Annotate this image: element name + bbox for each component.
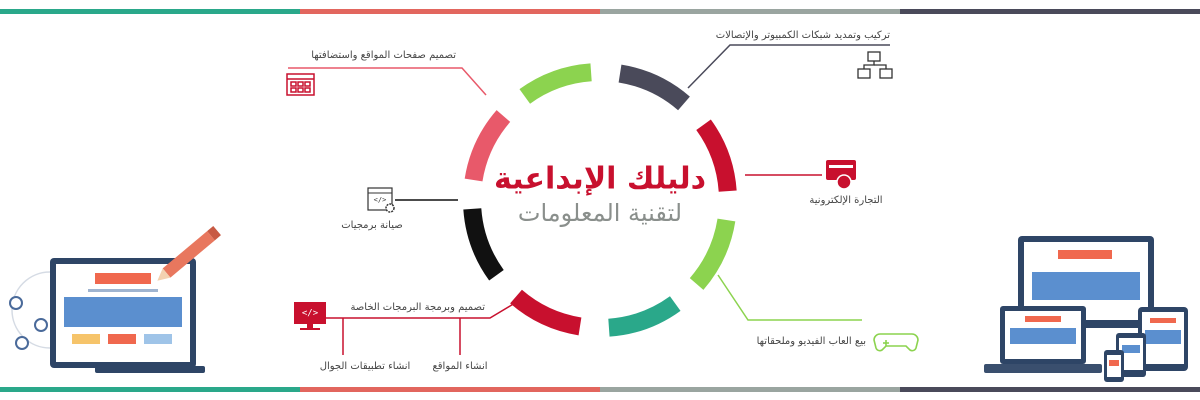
shape — [1122, 345, 1140, 353]
shape — [0, 9, 300, 14]
shape — [900, 9, 1200, 14]
left-illustration — [9, 225, 221, 373]
service-label: تصميم وبرمجة البرمجات الخاصة — [350, 302, 485, 313]
shape — [88, 289, 158, 292]
shape — [307, 324, 313, 328]
ring-segment — [618, 64, 690, 111]
shape — [207, 225, 221, 241]
ecommerce-icon — [826, 160, 856, 190]
shape — [874, 64, 887, 69]
network-icon — [857, 51, 893, 79]
shape — [863, 61, 875, 69]
service-label: تصميم صفحات المواقع واستضافتها — [311, 50, 456, 61]
shape — [1145, 330, 1181, 344]
shape — [1025, 316, 1061, 322]
service-label: بيع العاب الفيديو وملحقاتها — [757, 336, 866, 347]
shape — [1058, 250, 1112, 259]
shape — [385, 203, 395, 213]
shape — [95, 366, 205, 373]
gamepad-icon — [873, 333, 919, 352]
shape — [297, 81, 304, 87]
connectors — [288, 44, 890, 355]
shape — [72, 334, 100, 344]
shape — [286, 73, 315, 96]
ring-segment — [464, 110, 511, 182]
shape — [64, 297, 182, 327]
shape — [304, 81, 311, 87]
shape — [15, 336, 29, 350]
shape — [288, 67, 487, 96]
sub-label: انشاء المواقع — [432, 361, 487, 372]
shape — [304, 87, 311, 93]
shape — [0, 387, 300, 392]
maintenance-icon: </> — [367, 187, 395, 213]
shape — [162, 231, 215, 278]
ring-segment — [608, 296, 681, 337]
shape — [157, 225, 221, 281]
right-illustration — [984, 236, 1188, 382]
shape — [294, 302, 326, 324]
subtitle: لتقنية المعلومات — [518, 199, 682, 227]
shape — [836, 174, 852, 190]
shape — [873, 333, 919, 352]
shape — [1150, 318, 1176, 323]
shape — [144, 334, 172, 344]
shape — [600, 387, 900, 392]
shape — [687, 44, 890, 89]
sub-label: انشاء تطبيقات الجوال — [320, 361, 411, 372]
icon-text: </> — [374, 196, 387, 204]
shape — [157, 268, 171, 281]
shape — [108, 334, 136, 344]
shape — [984, 364, 1102, 373]
shape — [300, 387, 600, 392]
ring-segment — [519, 63, 592, 104]
shape — [900, 387, 1200, 392]
shape — [829, 165, 853, 168]
shape — [879, 68, 893, 79]
ring-segment — [463, 208, 504, 281]
service-label: التجارة الإلكترونية — [809, 195, 882, 206]
shape — [857, 68, 871, 79]
shape — [300, 328, 320, 330]
shape — [290, 81, 297, 87]
shape — [1010, 328, 1076, 344]
shape — [95, 273, 151, 284]
ring-segment — [696, 119, 737, 192]
shape — [9, 296, 23, 310]
shape — [1109, 360, 1119, 366]
ring-segment — [510, 289, 582, 336]
shape — [297, 87, 304, 93]
ring-segment — [689, 218, 736, 290]
web-icon — [286, 73, 315, 96]
shape — [717, 274, 862, 321]
icon-text: </> — [302, 309, 319, 319]
color-strip — [0, 9, 1200, 392]
shape — [300, 9, 600, 14]
title: دليلك الإبداعية — [494, 162, 706, 197]
shape — [600, 9, 900, 14]
shape — [1032, 272, 1140, 300]
shape — [867, 51, 881, 62]
shape — [298, 299, 521, 319]
service-label: تركيب وتمديد شبكات الكمبيوتر والإتصالات — [716, 30, 890, 41]
shape — [34, 318, 48, 332]
shape — [290, 87, 297, 93]
ring — [463, 63, 737, 337]
service-label: صيانة برمجيات — [341, 220, 402, 231]
code-screen-icon: </> — [294, 302, 326, 330]
